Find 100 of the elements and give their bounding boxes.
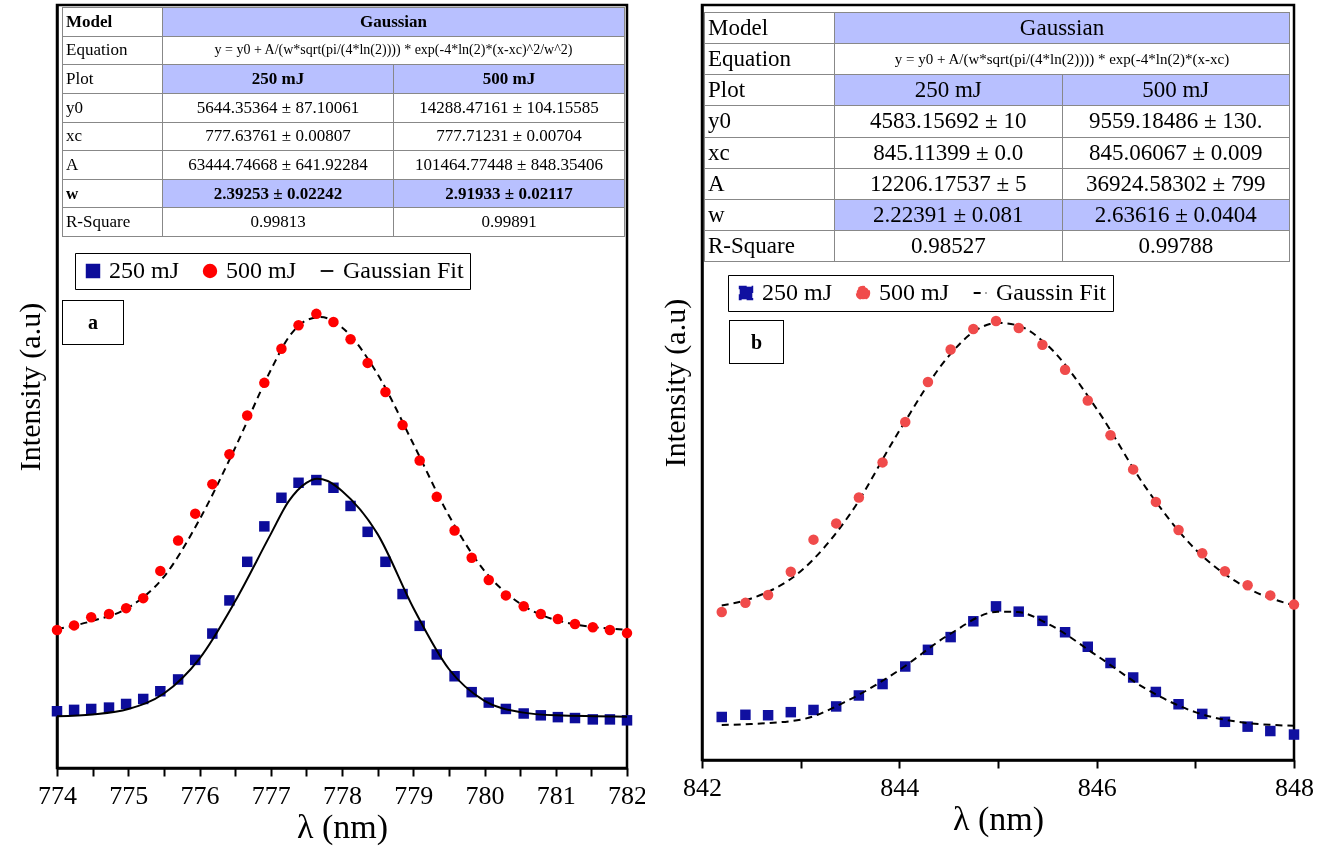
point: [621, 627, 633, 639]
point: [785, 566, 797, 577]
legend-label: 500 mJ: [226, 257, 297, 283]
text: 777.71231 ± 0.00704: [393, 122, 625, 151]
point: [431, 491, 443, 503]
text: y0: [62, 93, 163, 122]
point: [1082, 395, 1094, 406]
point: [990, 601, 1002, 612]
point: [155, 565, 166, 577]
text: xc: [62, 122, 163, 151]
legend-label: Gaussin Fit: [996, 279, 1107, 305]
text: R-Square: [62, 207, 163, 237]
text: w: [62, 179, 163, 208]
point: [1197, 548, 1208, 559]
text: 777.63761 ± 0.00807: [162, 122, 394, 151]
text: R-Square: [704, 230, 835, 262]
text: 5644.35364 ± 87.10061: [162, 93, 394, 122]
legend-label: Gaussian Fit: [343, 257, 464, 283]
text: 101464.77448 ± 848.35406: [393, 150, 625, 180]
x-axis-title: λ (nm): [952, 799, 1045, 838]
text: 2.91933 ± 0.02117: [393, 179, 625, 208]
text: Model: [62, 7, 163, 37]
point: [1242, 721, 1253, 732]
x-tick-label: 776: [180, 780, 220, 810]
text: y = y0 + A/(w*sqrt(pi/(4*ln(2)))) * exp(-4*ln(2)*(x-xc): [834, 43, 1290, 75]
x-tick-label: 848: [1275, 772, 1314, 802]
x-tick-label: 846: [1077, 772, 1117, 802]
x-tick-label: 775: [109, 780, 149, 810]
text: 845.11399 ± 0.0: [834, 137, 1062, 169]
text: Plot: [704, 74, 835, 106]
point: [853, 492, 865, 503]
annotation: b: [729, 320, 784, 364]
x-tick-label: 844: [880, 772, 920, 802]
point: [808, 704, 819, 716]
point: [259, 377, 270, 389]
point: [241, 410, 253, 421]
point: [276, 343, 287, 355]
point: [518, 601, 529, 612]
point: [990, 315, 1002, 327]
point: [587, 621, 599, 633]
point: [276, 492, 287, 504]
text: Equation: [704, 43, 835, 75]
text: Gaussian: [162, 7, 625, 37]
point: [877, 678, 888, 690]
point: [172, 535, 184, 546]
text: xc: [704, 137, 835, 169]
point: [293, 477, 304, 489]
text: 2.22391 ± 0.081: [834, 199, 1062, 231]
point: [552, 613, 564, 625]
y-axis-title: Intensity (a.u): [12, 302, 47, 472]
annotation: a: [62, 300, 124, 345]
text: 14288.47161 ± 104.15585: [393, 93, 625, 122]
point: [922, 376, 934, 388]
text: 2.39253 ± 0.02242: [162, 179, 394, 208]
text: y0: [704, 105, 835, 137]
text: Plot: [62, 64, 163, 94]
x-tick-label: 780: [465, 780, 505, 810]
point: [483, 574, 495, 586]
x-tick-label: 774: [38, 780, 77, 810]
point: [380, 386, 391, 398]
point: [740, 709, 751, 721]
point: [120, 602, 132, 614]
point: [604, 624, 616, 636]
text: y = y0 + A/(w*sqrt(pi/(4*ln(2)))) * exp(-4*ln(2)*(x-xc)^2/w^2): [162, 36, 625, 65]
point: [716, 606, 727, 618]
text: 9559.18486 ± 130.: [1062, 105, 1290, 137]
text: 12206.17537 ± 5: [834, 168, 1062, 200]
point: [1173, 524, 1184, 536]
point: [1288, 729, 1300, 740]
point: [241, 556, 253, 568]
text: 500 mJ: [1062, 74, 1290, 106]
text: Equation: [62, 36, 163, 65]
point: [103, 608, 115, 620]
point: [380, 556, 391, 568]
point: [259, 521, 270, 532]
text: Gaussian: [834, 12, 1290, 44]
x-axis-title: λ (nm): [296, 807, 389, 846]
point: [945, 344, 956, 355]
point: [328, 316, 339, 328]
point: [830, 518, 842, 529]
text: 250 mJ: [834, 74, 1062, 106]
point: [311, 308, 322, 320]
point: [968, 323, 979, 335]
point: [362, 357, 373, 369]
point: [1219, 566, 1231, 577]
text: 63444.74668 ± 641.92284: [162, 150, 394, 180]
text: 0.99891: [393, 207, 625, 237]
point: [1265, 590, 1276, 601]
text: 0.99788: [1062, 230, 1290, 262]
point: [762, 709, 774, 721]
point: [293, 319, 304, 331]
x-tick-label: 842: [683, 772, 722, 802]
point: [535, 608, 547, 620]
point: [1265, 725, 1276, 737]
point: [1150, 496, 1162, 508]
point: [414, 455, 425, 466]
point: [621, 715, 633, 726]
text: A: [704, 168, 835, 200]
text: 0.99813: [162, 207, 394, 237]
point: [207, 478, 218, 490]
